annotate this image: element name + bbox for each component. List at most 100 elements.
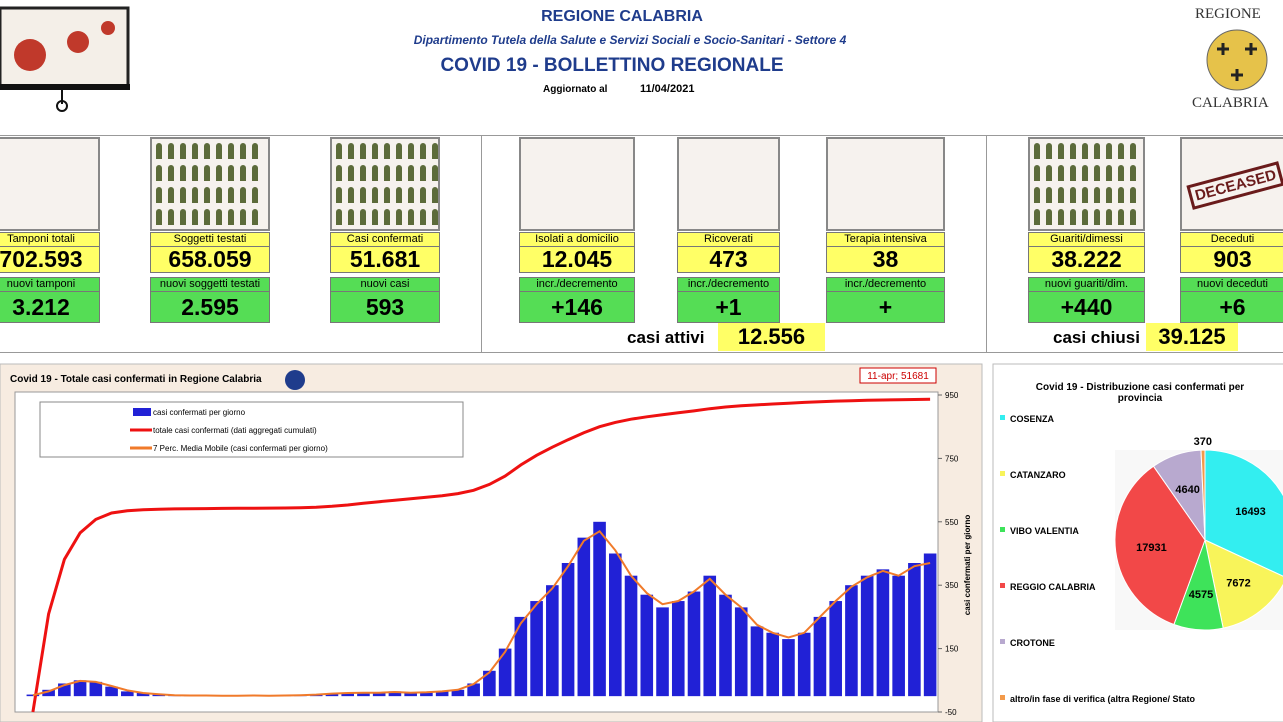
card-value: 473	[677, 247, 780, 273]
figure	[1130, 165, 1136, 181]
card-value: 903	[1180, 247, 1283, 273]
figure	[168, 143, 174, 159]
card-icon	[0, 137, 100, 231]
figure	[180, 143, 186, 159]
card-value: 658.059	[150, 247, 270, 273]
card-value: 38	[826, 247, 945, 273]
bar	[734, 607, 748, 697]
figure	[204, 143, 210, 159]
figure	[1118, 209, 1124, 225]
logo-emblem	[1206, 29, 1268, 91]
bar	[325, 693, 339, 697]
bar	[829, 601, 842, 697]
pie-value-label: 4640	[1175, 484, 1199, 496]
pie-slice	[1204, 539, 1283, 629]
figure	[1034, 165, 1040, 181]
figure	[240, 165, 246, 181]
figure	[216, 143, 222, 159]
bar	[656, 607, 669, 697]
figure	[1082, 209, 1088, 225]
figure	[1094, 143, 1100, 159]
figure	[216, 187, 222, 203]
legend-label: COSENZA	[1010, 414, 1055, 424]
figure	[420, 187, 426, 203]
bar	[136, 692, 150, 697]
figure	[1094, 165, 1100, 181]
pie-value-label: 7672	[1226, 577, 1250, 589]
stat-card: Ricoverati 473 incr./decremento +1	[677, 137, 780, 323]
bar	[372, 692, 386, 697]
legend-label: casi confermati per giorno	[153, 408, 246, 417]
card-subvalue: 3.212	[0, 292, 100, 323]
figure	[252, 187, 258, 203]
legend-label: totale casi confermati (dati aggregati c…	[153, 426, 317, 435]
card-sublabel: incr./decremento	[826, 277, 945, 292]
card-label: Ricoverati	[677, 232, 780, 247]
legend-label: 7 Perc. Media Mobile (casi confermati pe…	[153, 444, 328, 453]
figure	[432, 143, 438, 159]
card-label: Isolati a domicilio	[519, 232, 635, 247]
y2-tick-label: -50	[945, 708, 957, 717]
figure	[1046, 143, 1052, 159]
figure	[432, 187, 438, 203]
bar	[813, 616, 827, 697]
card-label: Guariti/dimessi	[1028, 232, 1145, 247]
figure	[408, 165, 414, 181]
figure	[228, 143, 234, 159]
y2-tick-label: 350	[945, 581, 959, 590]
figure	[1130, 143, 1136, 159]
card-icon	[519, 137, 635, 231]
updated-date: 11/04/2021	[640, 83, 695, 95]
bar	[561, 563, 575, 697]
figure	[156, 209, 162, 225]
bar	[420, 692, 433, 697]
figure	[1130, 187, 1136, 203]
pie-slice	[1200, 449, 1206, 541]
figure	[192, 143, 198, 159]
card-sublabel: incr./decremento	[677, 277, 780, 292]
bar	[923, 553, 937, 697]
card-subvalue: 593	[330, 292, 440, 323]
bar	[42, 689, 55, 697]
figure	[1034, 209, 1040, 225]
card-label: Deceduti	[1180, 232, 1283, 247]
card-sublabel: incr./decremento	[519, 277, 635, 292]
stat-card: Terapia intensiva 38 incr./decremento +	[826, 137, 945, 323]
bar	[719, 594, 732, 697]
card-value: 702.593	[0, 247, 100, 273]
figure	[216, 165, 222, 181]
figure	[432, 209, 438, 225]
figure	[1082, 187, 1088, 203]
bar	[703, 575, 717, 697]
legend-swatch	[1000, 527, 1005, 532]
card-icon	[1028, 137, 1145, 231]
stat-card: Soggetti testati 658.059 nuovi soggetti te…	[150, 137, 270, 323]
bar	[908, 563, 921, 697]
figure	[1046, 209, 1052, 225]
figure	[1106, 165, 1112, 181]
active-label: casi attivi	[627, 328, 705, 347]
bar	[577, 537, 591, 697]
figure	[180, 187, 186, 203]
figure	[348, 165, 354, 181]
figure	[204, 187, 210, 203]
figure	[240, 209, 246, 225]
figure	[192, 165, 198, 181]
figure	[1082, 165, 1088, 181]
bar	[860, 575, 874, 697]
y2-axis-label: casi confermati per giorno	[963, 515, 972, 616]
figure	[156, 165, 162, 181]
figure	[1070, 209, 1076, 225]
legend-swatch	[1000, 471, 1005, 476]
bar	[750, 626, 764, 697]
logo-bottom: CALABRIA	[1192, 95, 1269, 111]
card-subvalue: +146	[519, 292, 635, 323]
department: Dipartimento Tutela della Salute e Servi…	[413, 33, 847, 47]
bar	[467, 683, 480, 697]
figure	[252, 165, 258, 181]
bar	[483, 670, 496, 697]
figure	[384, 165, 390, 181]
legend-label: CROTONE	[1010, 638, 1055, 648]
